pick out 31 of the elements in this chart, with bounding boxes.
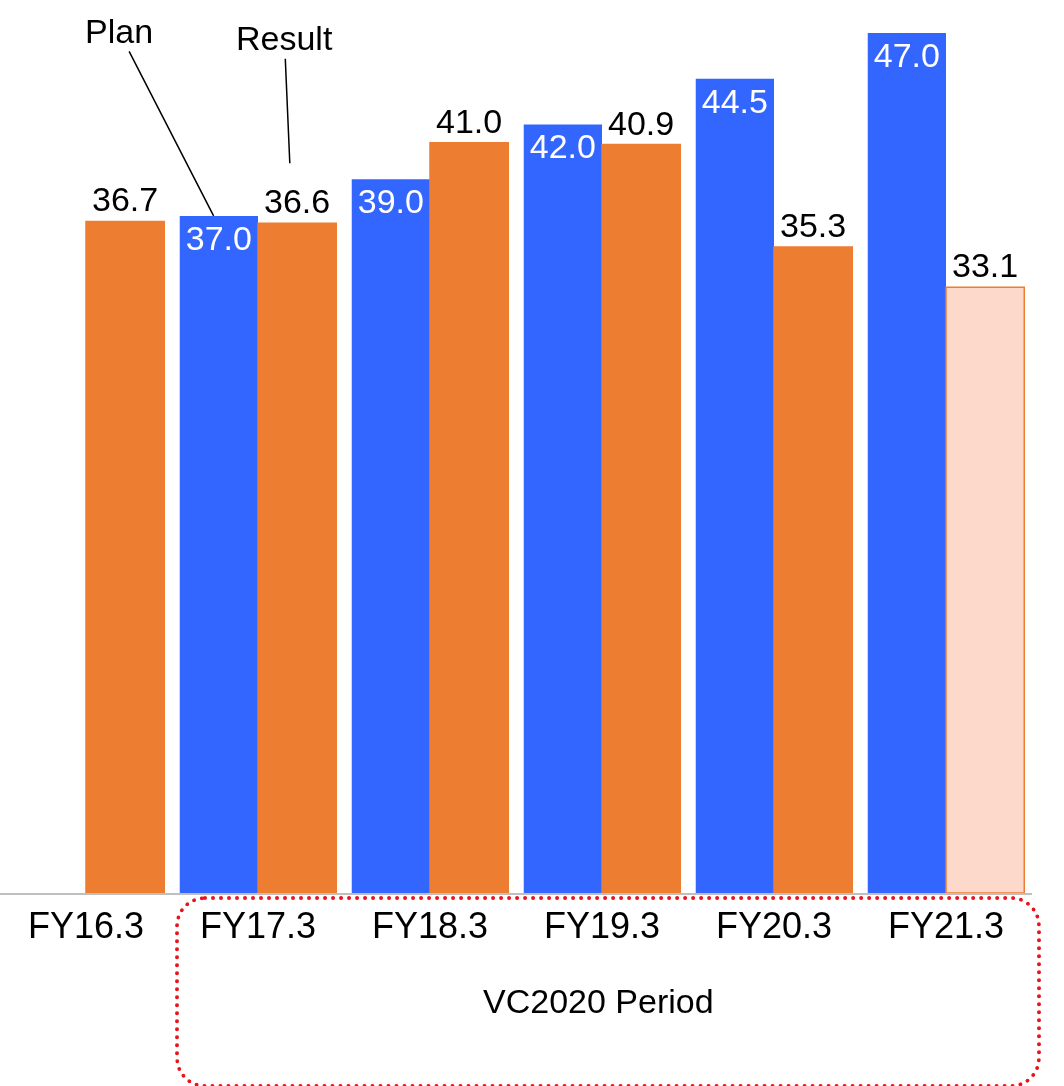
data-label: 36.6: [264, 182, 331, 221]
data-label: 33.1: [952, 246, 1019, 285]
text: Result: [236, 19, 333, 57]
bar: [773, 246, 854, 893]
x-tick-label: FY17.3: [199, 905, 317, 947]
bar: [85, 220, 166, 893]
data-label: 47.0: [873, 35, 940, 74]
data-label: 35.3: [780, 206, 847, 245]
bar: [257, 222, 338, 893]
data-label: 36.7: [92, 180, 159, 219]
bar: [601, 143, 682, 893]
data-label: 40.9: [608, 103, 675, 142]
x-tick-label: FY20.3: [715, 905, 833, 947]
data-label: 44.5: [701, 81, 768, 120]
x-tick-label: FY18.3: [371, 905, 489, 947]
bar: [695, 78, 774, 893]
x-tick-label: FY21.3: [887, 905, 1005, 947]
bar: [179, 215, 258, 893]
data-label: 42.0: [529, 127, 596, 166]
bar: [429, 141, 510, 893]
x-tick-label: FY16.3: [27, 905, 145, 947]
bar: [351, 179, 430, 893]
text: VC2020 Period: [483, 982, 714, 1020]
bar: [945, 286, 1026, 893]
data-label: 39.0: [357, 182, 424, 221]
data-label: 37.0: [185, 218, 252, 257]
bar: [867, 32, 946, 893]
data-label: 41.0: [436, 101, 503, 140]
bar: [523, 124, 602, 893]
text: Plan: [85, 12, 154, 50]
x-tick-label: FY19.3: [543, 905, 661, 947]
